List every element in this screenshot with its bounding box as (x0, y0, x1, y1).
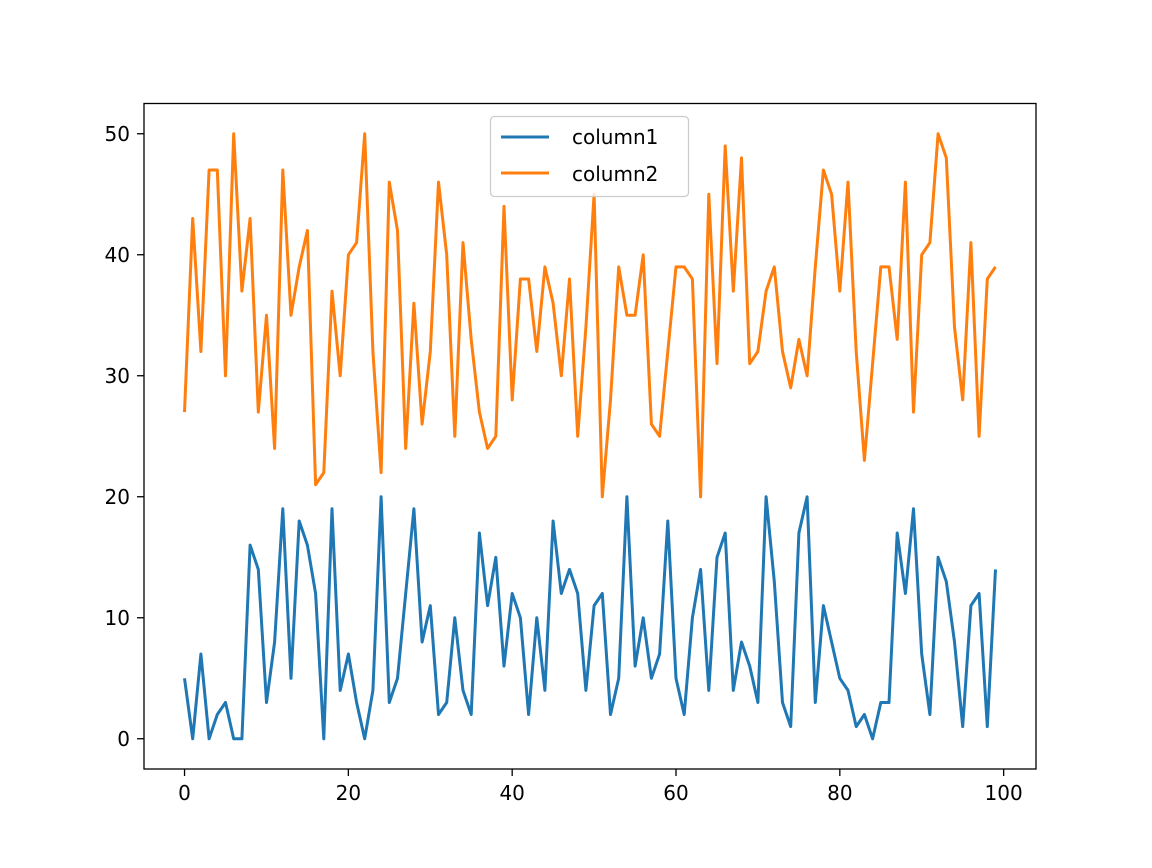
y-tick-label: 30 (105, 364, 130, 388)
x-tick-label: 20 (336, 781, 361, 805)
y-tick-label: 0 (117, 727, 130, 751)
legend-label-column2: column2 (572, 162, 658, 186)
series-layer (183, 132, 997, 741)
y-tick-label: 20 (105, 485, 130, 509)
x-tick-label: 60 (663, 781, 688, 805)
y-axis: 0 10 20 30 40 50 (105, 122, 144, 751)
x-tick-label: 0 (178, 781, 191, 805)
y-tick-label: 50 (105, 122, 130, 146)
series-line-column2 (183, 132, 997, 499)
series-line-column1 (183, 495, 997, 741)
legend: column1 column2 (489, 115, 690, 198)
x-tick-label: 80 (827, 781, 852, 805)
y-tick-label: 40 (105, 243, 130, 267)
x-axis: 0 20 40 60 80 100 (178, 769, 1023, 805)
y-tick-label: 10 (105, 606, 130, 630)
legend-label-column1: column1 (572, 125, 658, 149)
x-tick-label: 100 (985, 781, 1023, 805)
axes-frame (143, 102, 1037, 770)
x-tick-label: 40 (499, 781, 524, 805)
